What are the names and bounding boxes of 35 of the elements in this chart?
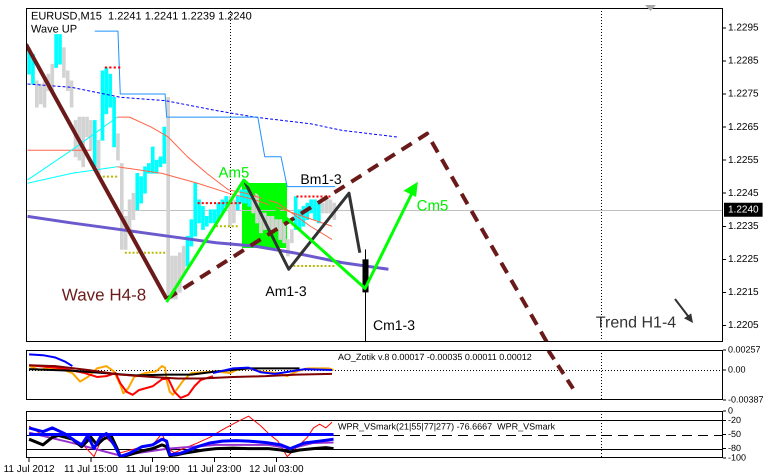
y-tick-label: 1.2215: [728, 287, 760, 298]
chart-title: EURUSD,M15 1.2241 1.2241 1.2239 1.2240: [31, 10, 252, 23]
text: Wave UP: [31, 24, 78, 36]
annotation: Trend H1-4: [596, 314, 676, 332]
y-tick-label: -100: [728, 452, 746, 462]
y-tick-label: 1.2245: [728, 188, 760, 199]
x-tick-label: 11 Jul 2012: [4, 464, 56, 474]
y-tick-label: -50: [728, 428, 742, 439]
chart-title: AO_Zotik v.8 0.00017 -0.00035 0.00011 0.00012: [338, 352, 532, 362]
y-tick-label: -80: [728, 443, 742, 454]
y-tick-label: 1.2205: [728, 320, 760, 332]
annotation: Am5: [218, 164, 250, 182]
annotation: Bm1-3: [300, 170, 342, 187]
annotation: Cm1-3: [372, 316, 416, 333]
y-tick-label: 1.2295: [728, 22, 760, 34]
annotation: Am1-3: [265, 282, 307, 299]
y-tick-label: 1.2285: [728, 56, 760, 67]
y-tick-label: 1.2265: [728, 122, 760, 133]
y-tick-label: 1.2235: [728, 221, 760, 232]
y-tick-label: 1.2275: [728, 88, 760, 100]
x-tick-label: 11 Jul 19:00: [126, 464, 180, 474]
y-tick-label: 0.00257: [728, 344, 761, 354]
x-tick-label: 11 Jul 23:00: [188, 464, 242, 474]
y-tick-label: 1.2255: [728, 154, 760, 166]
y-tick-label: 1.2225: [728, 254, 760, 266]
y-tick-label: 0.00: [728, 364, 746, 374]
x-tick-label: 12 Jul 03:00: [249, 464, 304, 474]
y-tick-label: -20: [728, 414, 742, 425]
annotation: Wave H4-8: [62, 286, 146, 305]
y-tick-label: 0: [728, 405, 734, 416]
x-tick-label: 11 Jul 15:00: [64, 464, 118, 474]
ref-line-label: 1.2240: [728, 204, 760, 216]
text: WPR_VSmark(21|55|77|277) -76.6667 WPR_VSmark: [338, 421, 556, 432]
y-tick-label: -0.00387: [728, 394, 764, 404]
annotation: Cm5: [416, 198, 448, 215]
